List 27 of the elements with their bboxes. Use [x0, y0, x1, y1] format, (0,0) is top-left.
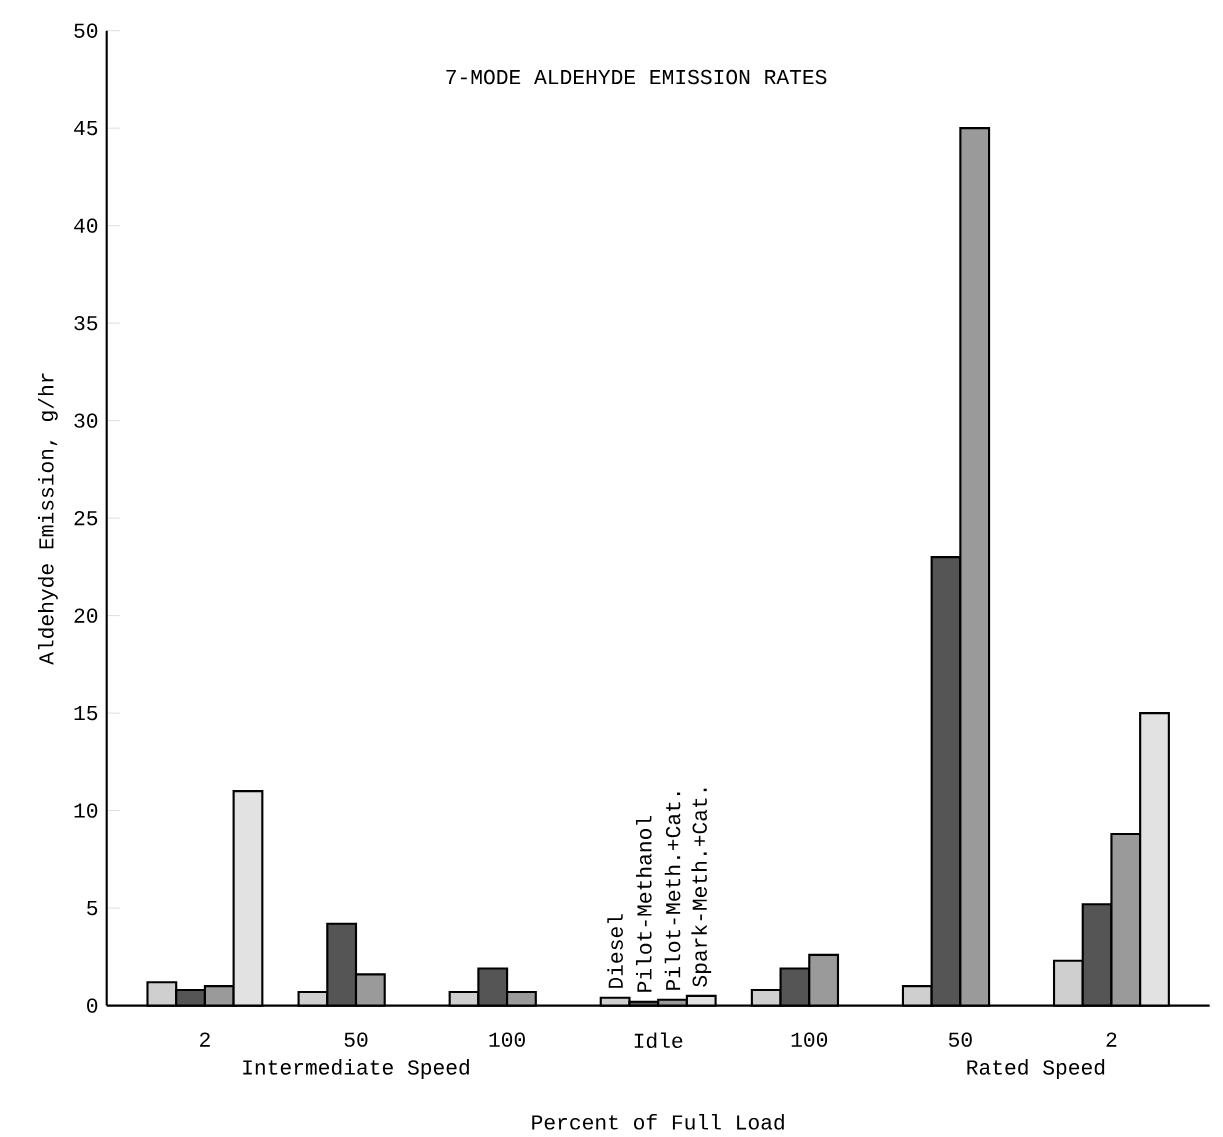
- y-tick-label: 50: [74, 23, 98, 38]
- y-tick-label: 0: [87, 998, 98, 1013]
- y-tick-label: 45: [74, 121, 98, 136]
- x-tick-label: 100: [791, 1032, 828, 1047]
- text: Intermediate Speed: [243, 1059, 469, 1080]
- y-tick-label: 30: [74, 413, 98, 428]
- text: Spark-Meth.+Cat.: [691, 788, 712, 987]
- x-tick-label: 100: [489, 1032, 525, 1047]
- y-tick-label: 5: [87, 901, 98, 916]
- text: Rated Speed: [967, 1059, 1105, 1080]
- x-tick-label: Idle: [634, 1032, 683, 1049]
- x-tick-label: 50: [344, 1032, 368, 1047]
- y-tick-label: 40: [74, 218, 98, 233]
- y-tick-label: 20: [74, 608, 98, 623]
- y-tick-label: 35: [74, 316, 98, 331]
- y-tick-label: 15: [74, 706, 98, 721]
- x-tick-label: 2: [1106, 1032, 1117, 1047]
- x-axis-title: Percent of Full Load: [532, 1114, 784, 1130]
- text: Pilot-Meth.+Cat.: [664, 792, 681, 990]
- y-tick-label: 25: [74, 511, 98, 526]
- text: Diesel: [607, 914, 623, 988]
- text: 7-MODE ALDEHYDE EMISSION RATES: [446, 69, 827, 85]
- text: Pilot-Methanol: [636, 816, 652, 992]
- x-tick-label: 2: [200, 1032, 210, 1047]
- x-tick-label: 50: [948, 1032, 972, 1047]
- y-tick-label: 10: [74, 803, 98, 818]
- y-axis-title: Aldehyde Emission, g/hr: [37, 373, 58, 665]
